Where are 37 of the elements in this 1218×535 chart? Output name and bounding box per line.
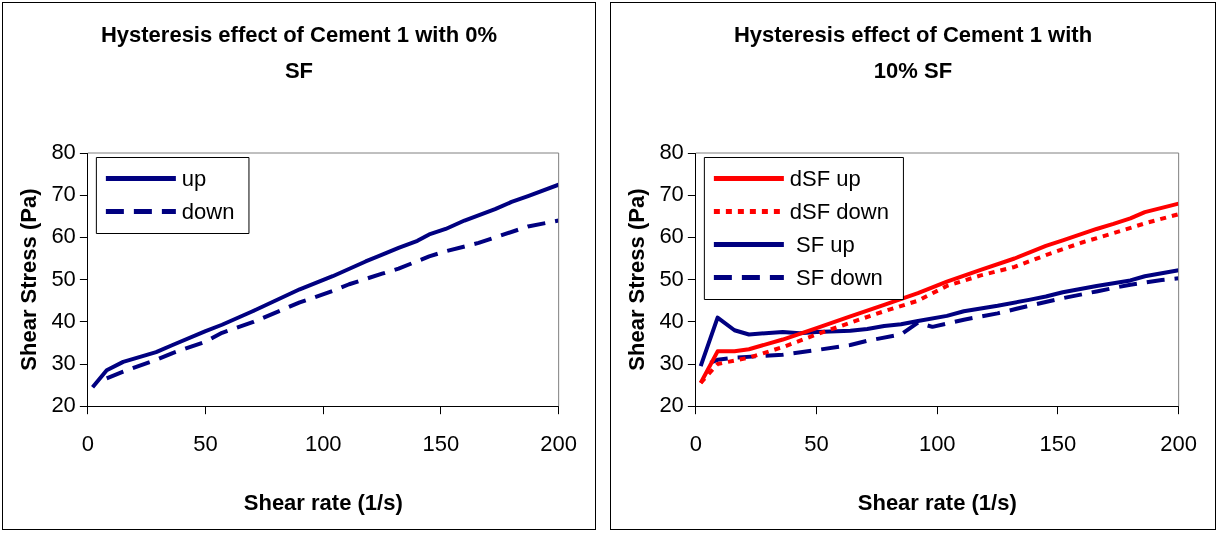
x-axis-title: Shear rate (1/s) (857, 489, 1017, 515)
y-tick-label: 50 (51, 265, 76, 291)
y-axis-title: Shear Stress (Pa) (624, 188, 650, 371)
x-axis-title: Shear rate (1/s) (243, 489, 403, 515)
legend-label: up (181, 165, 207, 191)
legend-label: dSF down (789, 198, 889, 224)
y-tick-label: 60 (51, 223, 76, 249)
x-tick-label: 0 (689, 431, 702, 457)
y-tick-label: 40 (659, 307, 684, 333)
x-tick-label: 150 (1039, 431, 1077, 457)
y-tick-label: 20 (659, 392, 684, 418)
line-series (104, 218, 559, 381)
y-tick-label: 80 (51, 139, 76, 165)
legend-label: down (181, 198, 235, 224)
y-tick-label: 70 (51, 181, 76, 207)
legend-label: SF up (789, 231, 855, 257)
x-tick-label: 0 (81, 431, 94, 457)
y-tick-label: 50 (659, 265, 684, 291)
y-tick-label: 60 (659, 223, 684, 249)
chart-title: Hysteresis effect of Cement 1 with 10% SF (732, 21, 1094, 85)
x-tick-label: 50 (193, 431, 218, 457)
chart-title: Hysteresis effect of Cement 1 with 0% SF (99, 21, 499, 85)
x-tick-label: 50 (804, 431, 829, 457)
x-tick-label: 150 (422, 431, 460, 457)
y-tick-label: 30 (659, 350, 684, 376)
y-tick-label: 70 (659, 181, 684, 207)
y-tick-label: 20 (51, 392, 76, 418)
y-tick-label: 30 (51, 350, 76, 376)
legend-label: SF down (789, 264, 883, 290)
x-tick-label: 100 (918, 431, 956, 457)
y-tick-label: 40 (51, 307, 76, 333)
x-tick-label: 100 (304, 431, 342, 457)
x-tick-label: 200 (1160, 431, 1198, 457)
y-axis-title: Shear Stress (Pa) (16, 188, 42, 371)
y-tick-label: 80 (659, 139, 684, 165)
legend-label: dSF up (789, 165, 861, 191)
x-tick-label: 200 (540, 431, 578, 457)
